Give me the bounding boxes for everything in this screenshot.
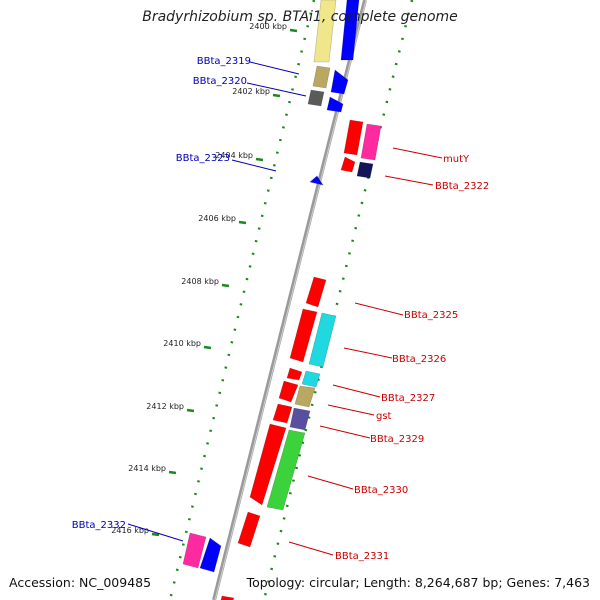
gene-red [249, 423, 287, 506]
gene-label-bbta_2332: BBta_2332 [72, 520, 126, 531]
gene-label-bbta_2326: BBta_2326 [392, 354, 446, 365]
gene-red [278, 380, 299, 403]
gene-label-bbta_2325: BBta_2325 [404, 310, 458, 321]
gene-slate [289, 407, 311, 431]
tick-mark [151, 532, 160, 537]
gene-red [343, 119, 364, 156]
tick-label: 2400 kbp [249, 22, 287, 31]
leader-line [246, 82, 307, 97]
gene-label-bbta_2327: BBta_2327 [381, 393, 435, 404]
tick-label: 2408 kbp [181, 277, 219, 286]
tick-mark [255, 157, 264, 162]
gene-green [266, 429, 306, 511]
topology-text: Topology: circular; Length: 8,264,687 bp… [246, 575, 590, 590]
leader-line [127, 523, 184, 542]
gene-blue [326, 96, 344, 113]
gene-blue [340, 0, 360, 61]
leader-line [231, 159, 277, 172]
leader-line [354, 302, 404, 316]
accession-text: Accession: NC_009485 [9, 575, 152, 590]
gene-label-bbta_2331: BBta_2331 [335, 551, 389, 562]
tick-label: 2402 kbp [232, 87, 270, 96]
tick-label: 2410 kbp [163, 339, 201, 348]
gene-cyan [301, 370, 321, 388]
gene-magenta [360, 123, 382, 161]
tick-mark [272, 93, 281, 98]
gene-red [286, 367, 303, 381]
gene-red [272, 403, 293, 424]
gene-yellow [313, 0, 337, 63]
tick-mark [289, 28, 298, 33]
leader-line [249, 61, 300, 75]
gene-khaki [294, 385, 316, 408]
leader-line [332, 384, 381, 398]
gene-blue [330, 69, 349, 95]
gene-red [305, 276, 327, 308]
leader-line [327, 404, 375, 416]
gene-red [237, 511, 261, 548]
gene-magenta [182, 532, 207, 569]
gene-label-gst: gst [376, 411, 392, 422]
backbone-line [212, 0, 367, 600]
tick-label: 2416 kbp [111, 526, 149, 535]
gene-label-bbta_2319: BBta_2319 [197, 56, 251, 67]
gene-label-bbta_2322: BBta_2322 [435, 181, 489, 192]
leader-line [307, 475, 354, 490]
gene-label-bbta_2329: BBta_2329 [370, 434, 424, 445]
leader-line [384, 175, 434, 186]
tick-mark [203, 345, 212, 350]
gene-gray [307, 89, 325, 107]
tick-label: 2404 kbp [215, 151, 253, 160]
leader-line [319, 425, 371, 439]
leader-line [288, 541, 334, 556]
gene-red [289, 308, 318, 363]
gene-label-bbta_2320: BBta_2320 [193, 76, 247, 87]
gene-label-muty: mutY [443, 154, 470, 165]
gene-blue [199, 537, 222, 573]
gene-red [340, 156, 356, 173]
tick-label: 2414 kbp [128, 464, 166, 473]
gene-cyan [308, 312, 337, 368]
map-title: Bradyrhizobium sp. BTAi1, complete genom… [142, 9, 458, 25]
gene-red [220, 595, 235, 600]
tick-mark [186, 408, 195, 413]
gene-label-bbta_2323: BBta_2323 [176, 153, 230, 164]
tick-mark [238, 220, 247, 225]
gene-khaki [312, 65, 331, 89]
leader-line [392, 147, 443, 159]
leader-line [343, 347, 393, 359]
tick-mark [221, 283, 230, 288]
tick-mark [168, 470, 177, 475]
backbone-line-highlight [214, 0, 367, 600]
gene-navy [356, 161, 374, 179]
gene-label-bbta_2330: BBta_2330 [354, 485, 408, 496]
tick-label: 2406 kbp [198, 214, 236, 223]
tick-label: 2412 kbp [146, 402, 184, 411]
gene-blue [309, 175, 324, 186]
